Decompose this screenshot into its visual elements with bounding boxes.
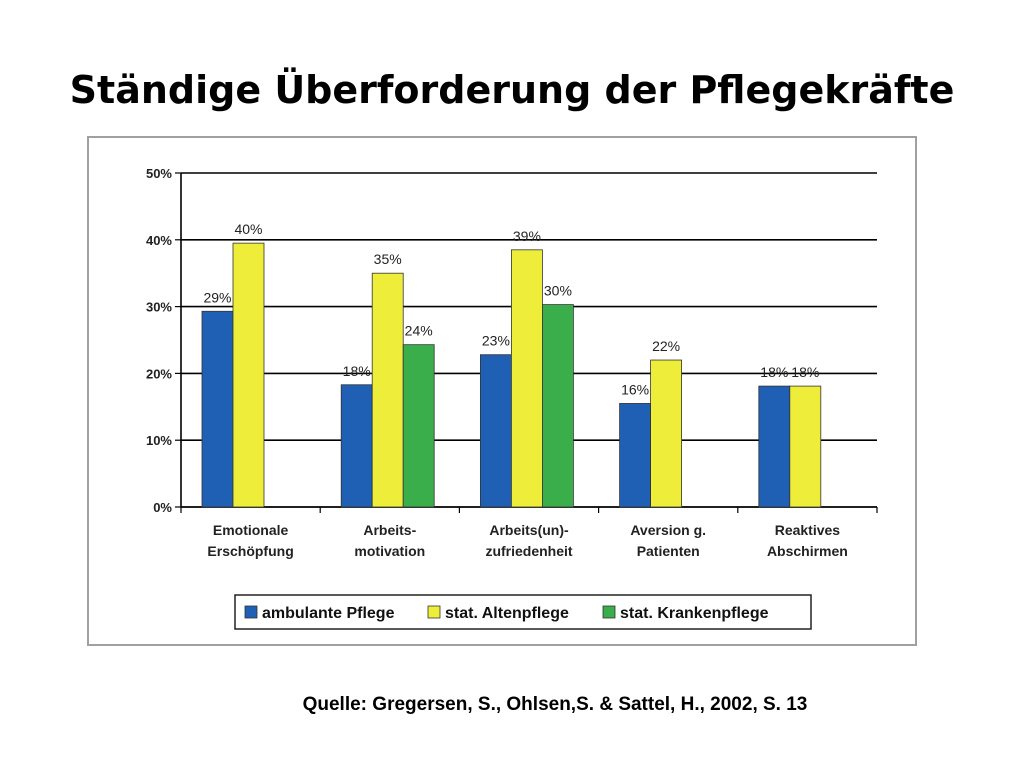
source-citation: Quelle: Gregersen, S., Ohlsen,S. & Satte… — [302, 694, 808, 715]
legend-label: stat. Altenpflege — [445, 605, 569, 622]
y-tick-label: 50% — [146, 166, 172, 181]
y-tick-label: 40% — [146, 233, 172, 248]
data-label: 30% — [544, 283, 572, 299]
y-tick-label: 10% — [146, 433, 172, 448]
bar — [510, 249, 543, 508]
data-label: 18% — [760, 364, 788, 380]
data-label: 18% — [791, 364, 819, 380]
bar — [340, 384, 373, 508]
x-category-label: Arbeits(un)- — [489, 522, 569, 538]
bar — [479, 354, 512, 508]
bar — [619, 403, 651, 508]
legend-label: ambulante Pflege — [262, 605, 395, 622]
data-label: 39% — [513, 228, 541, 244]
bar — [789, 385, 822, 508]
data-label: 18% — [343, 363, 371, 379]
bar — [232, 242, 265, 508]
legend-swatch — [244, 605, 258, 619]
legend-swatch — [602, 605, 616, 619]
bar — [402, 344, 435, 508]
x-category-label: Erschöpfung — [207, 543, 293, 559]
data-label: 24% — [405, 323, 433, 339]
bar — [371, 272, 404, 508]
y-tick-label: 0% — [153, 500, 172, 515]
x-category-label: zufriedenheit — [485, 543, 572, 559]
y-tick-label: 30% — [146, 300, 172, 315]
y-tick-label: 20% — [146, 366, 172, 381]
bar — [201, 310, 234, 508]
bar — [650, 359, 682, 508]
data-label: 22% — [652, 338, 680, 354]
data-label: 23% — [482, 333, 510, 349]
x-category-label: Emotionale — [213, 522, 289, 538]
x-category-label: Reaktives — [775, 522, 841, 538]
bar — [541, 304, 574, 508]
data-label: 40% — [234, 221, 262, 237]
slide-title: Ständige Überforderung der Pflegekräfte — [69, 68, 955, 112]
legend-swatch — [427, 605, 441, 619]
bar-chart: 0% 10% 20% 30% 40% 50% 29% 40% Emotionale Erschöp… — [146, 166, 878, 630]
data-label: 29% — [203, 289, 231, 305]
x-category-label: Arbeits- — [363, 522, 416, 538]
data-label: 16% — [621, 381, 649, 397]
x-category-label: motivation — [354, 543, 425, 559]
chart-frame: 0% 10% 20% 30% 40% 50% 29% 40% Emotionale Erschöp… — [87, 136, 917, 646]
bar — [758, 385, 791, 508]
data-label: 35% — [374, 251, 402, 267]
x-category-label: Patienten — [637, 543, 700, 559]
legend-box — [234, 594, 812, 630]
legend-label: stat. Krankenpflege — [620, 605, 769, 622]
x-category-label: Aversion g. — [630, 522, 706, 538]
x-category-label: Abschirmen — [767, 543, 848, 559]
